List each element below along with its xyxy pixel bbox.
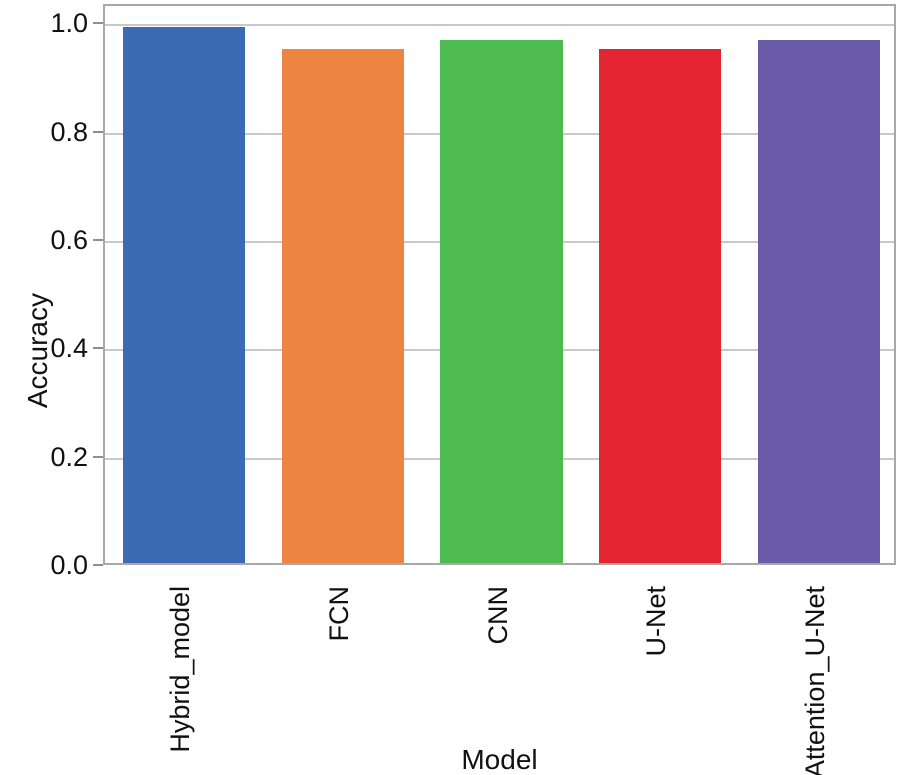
plot-area	[103, 4, 896, 565]
y-tick-label-0.0: 0.0	[50, 550, 88, 580]
y-tick-label-0.2: 0.2	[50, 441, 88, 472]
x-tick-label-fcn: FCN	[323, 586, 354, 642]
y-tick-mark-0.2	[93, 455, 103, 458]
bar-hybrid-model	[123, 26, 246, 563]
x-axis-label: Model	[461, 744, 538, 775]
bar-cnn	[440, 39, 563, 563]
y-tick-mark-0.6	[93, 239, 103, 242]
y-tick-label-0.4: 0.4	[50, 333, 88, 364]
y-tick-label-1.0: 1.0	[50, 8, 88, 39]
y-tick-mark-0.8	[93, 130, 103, 133]
x-tick-label-hybrid-model: Hybrid_model	[165, 586, 196, 753]
bar-attention-u-net	[757, 39, 880, 563]
x-tick-label-u-net: U-Net	[641, 586, 672, 657]
bar-fcn	[281, 48, 404, 563]
y-tick-label-0.8: 0.8	[50, 116, 88, 147]
bar-u-net	[599, 48, 722, 563]
y-tick-mark-0.4	[93, 347, 103, 350]
y-tick-mark-1.0	[93, 22, 103, 25]
gridline-y-1.0	[105, 24, 894, 27]
y-tick-label-0.6: 0.6	[50, 225, 88, 256]
y-tick-mark-0.0	[93, 564, 103, 566]
x-tick-label-cnn: CNN	[482, 586, 513, 645]
